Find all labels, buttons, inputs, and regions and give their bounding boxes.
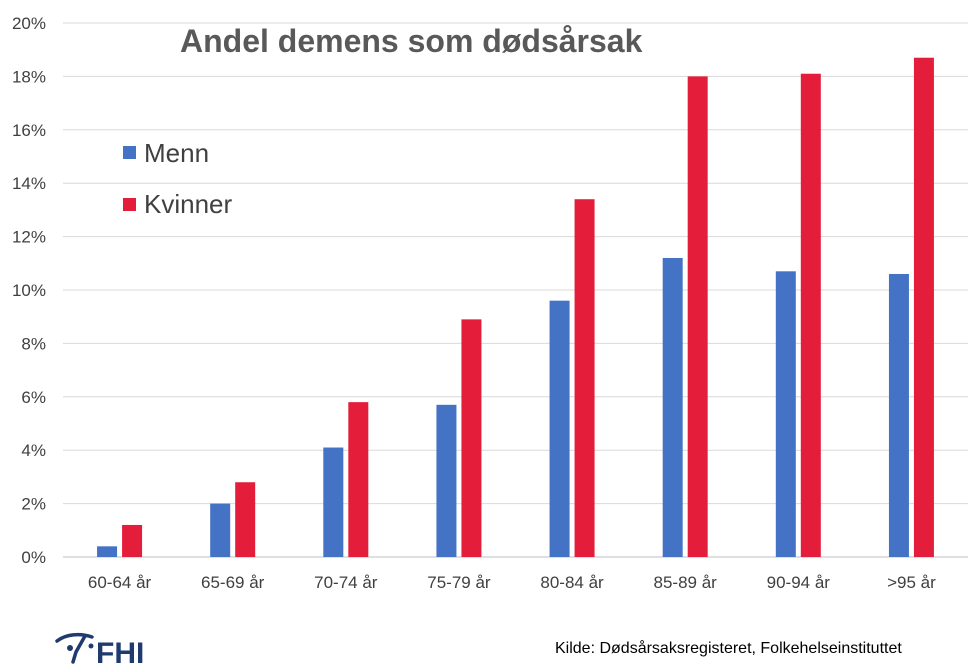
y-tick-label: 8% <box>21 334 46 353</box>
bar-kvinner-7 <box>800 73 821 557</box>
x-axis-ticks: 60-64 år 65-69 år 70-74 år 75-79 år 80-84 år… <box>88 573 936 592</box>
bar-menn-6 <box>662 257 683 557</box>
bar-menn-3 <box>323 447 344 557</box>
bar-menn-5 <box>549 300 570 557</box>
bar-menn-1 <box>97 546 118 557</box>
y-tick-label: 16% <box>12 121 46 140</box>
fhi-logo-text: FHI <box>96 637 144 670</box>
y-tick-label: 0% <box>21 548 46 567</box>
bar-kvinner-8 <box>913 57 934 558</box>
gridlines <box>63 22 968 558</box>
legend-label-menn: Menn <box>144 138 209 168</box>
bar-menn-8 <box>888 273 909 557</box>
bars <box>97 57 934 558</box>
legend-swatch-kvinner <box>123 198 136 211</box>
y-tick-label: 18% <box>12 67 46 86</box>
bar-menn-7 <box>775 271 796 557</box>
y-tick-label: 4% <box>21 441 46 460</box>
legend-swatch-menn <box>123 146 136 159</box>
chart-title: Andel demens som dødsårsak <box>180 23 643 59</box>
y-tick-label: 12% <box>12 228 46 247</box>
x-tick-label: 90-94 år <box>767 573 831 592</box>
y-tick-label: 10% <box>12 281 46 300</box>
x-tick-label: >95 år <box>887 573 936 592</box>
x-tick-label: 80-84 år <box>540 573 604 592</box>
x-tick-label: 85-89 år <box>654 573 718 592</box>
x-tick-label: 75-79 år <box>427 573 491 592</box>
x-tick-label: 70-74 år <box>314 573 378 592</box>
y-tick-label: 6% <box>21 388 46 407</box>
bar-kvinner-4 <box>461 319 482 557</box>
bar-kvinner-1 <box>122 524 143 557</box>
y-tick-label: 20% <box>12 14 46 33</box>
x-tick-label: 60-64 år <box>88 573 152 592</box>
bar-kvinner-5 <box>574 199 595 557</box>
fhi-logo: FHI <box>55 632 144 670</box>
bar-menn-4 <box>436 404 457 557</box>
y-axis-ticks: 0% 2% 4% 6% 8% 10% 12% 14% 16% 18% 20% <box>12 14 46 567</box>
x-tick-label: 65-69 år <box>201 573 265 592</box>
bar-kvinner-2 <box>235 482 256 557</box>
y-tick-label: 2% <box>21 495 46 514</box>
bar-kvinner-6 <box>687 76 708 558</box>
y-tick-label: 14% <box>12 174 46 193</box>
bar-kvinner-3 <box>348 402 369 557</box>
fhi-logo-icon <box>55 632 94 664</box>
bar-menn-2 <box>210 503 231 557</box>
legend-label-kvinner: Kvinner <box>144 189 232 219</box>
source-note: Kilde: Dødsårsaksregisteret, Folkehelsei… <box>555 639 902 657</box>
legend: Menn Kvinner <box>123 138 232 219</box>
